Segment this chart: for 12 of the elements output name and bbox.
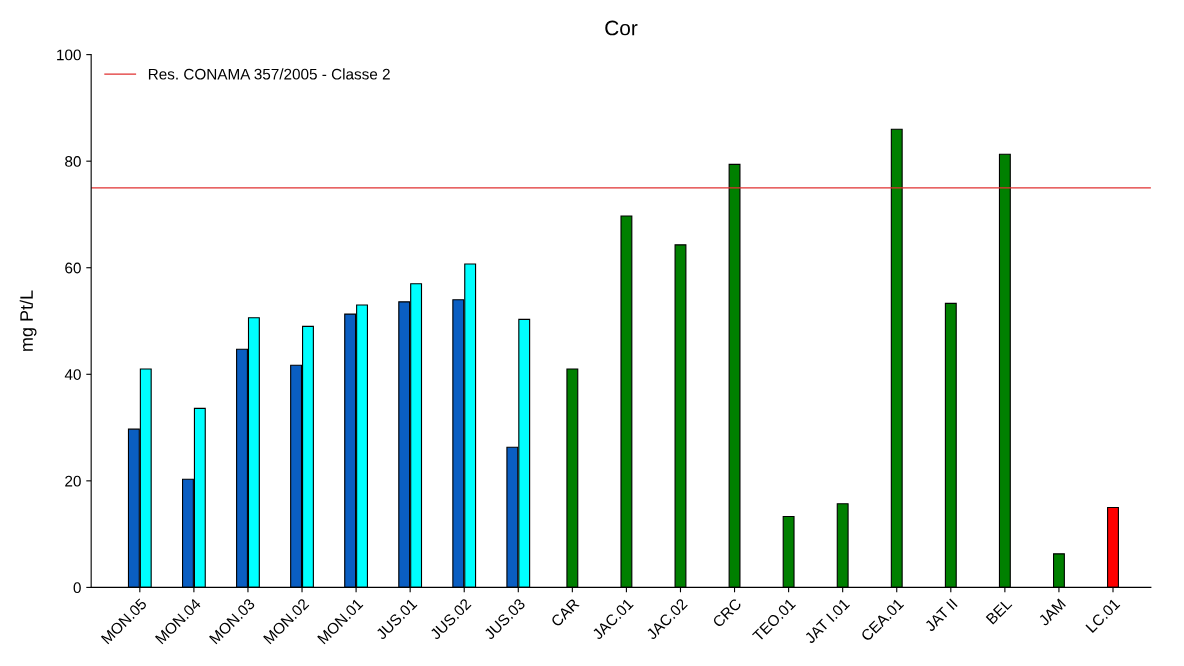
x-tick-label: BEL: [985, 597, 1013, 625]
legend-label: Res. CONAMA 357/2005 - Classe 2: [148, 68, 390, 80]
chart-title: Cor: [605, 20, 638, 36]
y-axis-title: mg Pt/L: [19, 290, 37, 351]
x-tick-label: JAT I.01: [803, 597, 851, 645]
y-tick-label: 40: [64, 369, 81, 380]
x-tick-label: JAT II: [924, 598, 958, 633]
y-tick-label: 80: [65, 156, 81, 167]
y-tick-label: 0: [73, 582, 81, 594]
y-tick-label: 100: [57, 49, 81, 61]
y-tick-label: 20: [65, 475, 81, 487]
y-tick-label: 60: [65, 262, 81, 274]
